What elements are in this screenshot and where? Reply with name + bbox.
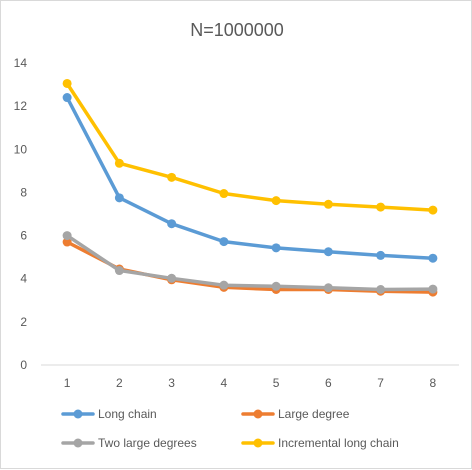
data-point (271, 196, 281, 206)
data-point (323, 283, 333, 293)
x-tick-label: 6 (325, 376, 332, 390)
data-point (271, 281, 281, 291)
y-tick-label: 2 (20, 315, 27, 329)
legend-item: Large degree (241, 407, 350, 421)
data-point (323, 199, 333, 209)
y-tick-label: 12 (14, 99, 28, 113)
data-point (114, 158, 124, 168)
data-point (219, 189, 229, 199)
x-tick-label: 8 (430, 376, 437, 390)
x-tick-label: 4 (221, 376, 228, 390)
data-point (62, 78, 72, 88)
data-point (62, 231, 72, 241)
legend: Long chain Large degree Two large degrees I… (61, 407, 399, 450)
legend-label: Large degree (278, 407, 350, 421)
data-point (219, 237, 229, 247)
series-3 (62, 78, 438, 215)
series-2 (62, 231, 438, 294)
x-tick-label: 2 (116, 376, 123, 390)
data-point (271, 243, 281, 253)
legend-item: Two large degrees (61, 436, 197, 450)
data-point (428, 253, 438, 263)
legend-marker (253, 409, 263, 419)
x-tick-label: 7 (377, 376, 384, 390)
y-tick-label: 4 (20, 272, 27, 286)
y-tick-label: 6 (20, 229, 27, 243)
data-point (114, 266, 124, 276)
x-tick-label: 1 (64, 376, 71, 390)
data-point (376, 202, 386, 212)
series-line (65, 81, 435, 212)
series-0 (62, 93, 438, 263)
series-layer (62, 78, 438, 297)
data-point (219, 280, 229, 290)
series-line (65, 233, 435, 292)
legend-item: Long chain (61, 407, 157, 421)
x-tick-label: 3 (168, 376, 175, 390)
data-point (167, 172, 177, 182)
data-point (62, 93, 72, 103)
legend-marker (253, 438, 263, 448)
legend-marker (73, 409, 83, 419)
x-axis: 1 2 3 4 5 6 7 8 (41, 364, 459, 390)
legend-label: Two large degrees (98, 436, 197, 450)
legend-item: Incremental long chain (241, 436, 399, 450)
data-point (114, 193, 124, 203)
y-axis: 0 2 4 6 8 10 12 14 (14, 56, 28, 372)
y-tick-label: 10 (14, 142, 28, 156)
y-tick-label: 8 (20, 185, 27, 199)
chart-title: N=1000000 (190, 20, 284, 40)
data-point (323, 247, 333, 257)
data-point (428, 205, 438, 215)
data-point (376, 285, 386, 294)
legend-label: Incremental long chain (278, 436, 399, 450)
data-point (428, 284, 438, 294)
data-point (376, 250, 386, 260)
data-point (62, 237, 72, 247)
y-tick-label: 0 (20, 358, 27, 372)
legend-label: Long chain (98, 407, 157, 421)
data-point (167, 219, 177, 229)
legend-marker (73, 438, 83, 448)
x-tick-label: 5 (273, 376, 280, 390)
data-point (167, 273, 177, 283)
y-tick-label: 14 (14, 56, 28, 70)
series-line (65, 95, 435, 260)
